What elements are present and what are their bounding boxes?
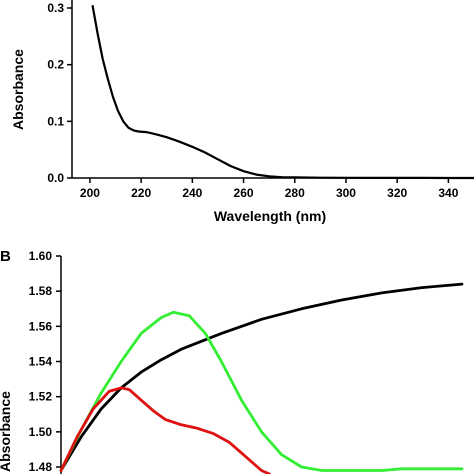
panel-b-y-tick-label: 1.60 bbox=[29, 249, 53, 263]
panel-a-x-tick-label: 300 bbox=[336, 186, 356, 200]
panel-b-y-tick-label: 1.48 bbox=[29, 460, 53, 474]
panel-a-x-tick-label: 220 bbox=[131, 186, 151, 200]
panel-a-y-tick-label: 0.2 bbox=[47, 58, 64, 72]
panel-a-y-tick-label: 0.1 bbox=[47, 114, 64, 128]
panel-b-y-tick-label: 1.52 bbox=[29, 390, 53, 404]
panel-a-x-label: Wavelength (nm) bbox=[214, 208, 326, 224]
panel-a-y-ticks: 0.0 0.1 0.2 0.3 bbox=[47, 1, 72, 185]
panel-a-x-ticks: 200 220 240 260 280 300 320 340 bbox=[80, 178, 459, 200]
panel-a: 200 220 240 260 280 300 320 340 0.0 0.1 0.2 0.3 Wa… bbox=[10, 0, 474, 224]
panel-a-x-tick-label: 200 bbox=[80, 186, 100, 200]
panel-a-series bbox=[91, 5, 474, 180]
panel-b-y-tick-label: 1.56 bbox=[29, 319, 53, 333]
panel-a-x-tick-label: 280 bbox=[285, 186, 305, 200]
panel-a-y-tick-label: 0.3 bbox=[47, 1, 64, 15]
panel-a-x-tick-label: 260 bbox=[234, 186, 254, 200]
panel-a-x-tick-label: 240 bbox=[182, 186, 202, 200]
panel-a-series-line bbox=[91, 5, 474, 180]
panel-b-y-ticks: 1.48 1.50 1.52 1.54 1.56 1.58 1.60 bbox=[29, 249, 61, 474]
panel-a-x-tick-label: 320 bbox=[387, 186, 407, 200]
panel-a-x-tick-label: 340 bbox=[438, 186, 458, 200]
panel-b-series-line bbox=[59, 386, 271, 474]
panel-a-y-tick-label: 0.0 bbox=[47, 171, 64, 185]
panel-a-y-label: Absorbance bbox=[10, 49, 26, 130]
panel-b-series-line bbox=[59, 282, 464, 472]
panel-b-y-tick-label: 1.50 bbox=[29, 425, 53, 439]
panel-b-series-line bbox=[59, 310, 464, 472]
panel-b: B 1.48 1.50 1.52 1.54 1.56 1.58 1.60 Absorbanc… bbox=[0, 248, 464, 474]
panel-b-y-tick-label: 1.54 bbox=[29, 355, 53, 369]
panel-b-series bbox=[59, 282, 464, 474]
panel-b-y-tick-label: 1.58 bbox=[29, 284, 53, 298]
panel-b-label: B bbox=[0, 248, 11, 265]
panel-b-y-label: Absorbance bbox=[0, 391, 13, 472]
